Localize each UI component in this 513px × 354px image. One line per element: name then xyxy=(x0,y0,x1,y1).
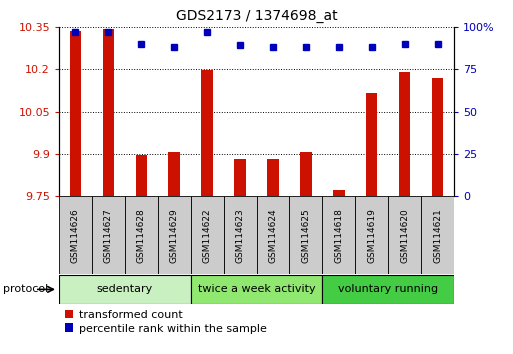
Bar xyxy=(355,196,388,274)
Bar xyxy=(256,196,289,274)
Bar xyxy=(432,78,443,196)
Bar xyxy=(366,93,378,196)
Bar xyxy=(70,31,81,196)
Text: GSM114626: GSM114626 xyxy=(71,208,80,263)
Text: GSM114625: GSM114625 xyxy=(301,208,310,263)
Text: GSM114629: GSM114629 xyxy=(170,208,179,263)
Bar xyxy=(333,190,345,196)
Bar xyxy=(59,275,191,304)
Text: GSM114619: GSM114619 xyxy=(367,208,376,263)
Text: sedentary: sedentary xyxy=(97,284,153,295)
Bar xyxy=(289,196,322,274)
Legend: transformed count, percentile rank within the sample: transformed count, percentile rank withi… xyxy=(65,310,267,333)
Text: GSM114627: GSM114627 xyxy=(104,208,113,263)
Bar xyxy=(267,159,279,196)
Bar xyxy=(191,196,224,274)
Text: GSM114628: GSM114628 xyxy=(137,208,146,263)
Bar xyxy=(234,159,246,196)
Bar xyxy=(59,196,92,274)
Text: GSM114618: GSM114618 xyxy=(334,208,343,263)
Bar xyxy=(322,196,355,274)
Text: GSM114621: GSM114621 xyxy=(433,208,442,263)
Bar xyxy=(191,275,322,304)
Bar xyxy=(388,196,421,274)
Title: GDS2173 / 1374698_at: GDS2173 / 1374698_at xyxy=(175,9,338,23)
Text: GSM114620: GSM114620 xyxy=(400,208,409,263)
Bar xyxy=(168,152,180,196)
Bar xyxy=(202,70,213,196)
Text: GSM114622: GSM114622 xyxy=(203,208,212,263)
Text: voluntary running: voluntary running xyxy=(338,284,438,295)
Bar xyxy=(224,196,256,274)
Bar xyxy=(125,196,158,274)
Bar xyxy=(300,152,311,196)
Bar xyxy=(92,196,125,274)
Text: twice a week activity: twice a week activity xyxy=(198,284,315,295)
Bar xyxy=(322,275,454,304)
Bar xyxy=(158,196,191,274)
Text: GSM114624: GSM114624 xyxy=(268,208,278,263)
Bar xyxy=(421,196,454,274)
Bar xyxy=(103,29,114,196)
Bar xyxy=(399,73,410,196)
Bar xyxy=(135,155,147,196)
Text: protocol: protocol xyxy=(3,284,48,295)
Text: GSM114623: GSM114623 xyxy=(235,208,245,263)
